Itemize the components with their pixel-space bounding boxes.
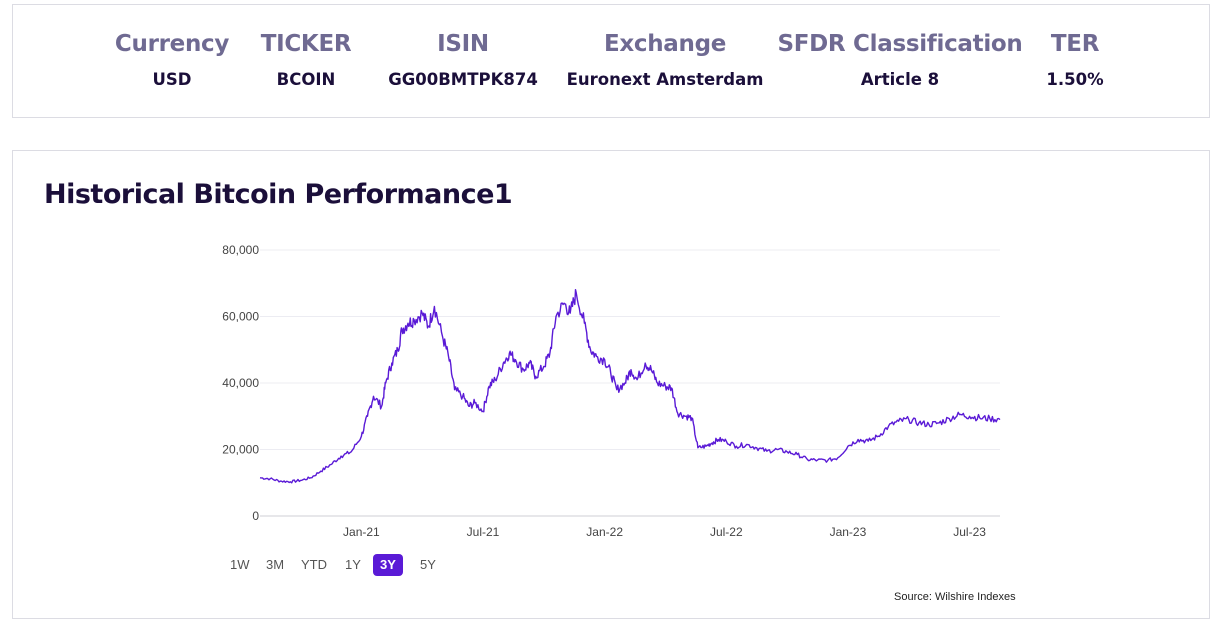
chart-title: Historical Bitcoin Performance1 <box>44 179 513 210</box>
performance-chart: 0 20,000 40,000 60,000 80,000 Jan-21 Jul-21 Jan… <box>222 243 1001 539</box>
info-value-currency: USD <box>152 70 192 89</box>
y-tick-label: 40,000 <box>222 376 259 390</box>
info-label-ticker: TICKER <box>260 31 352 57</box>
y-tick-label: 0 <box>252 509 259 523</box>
series-line-bitcoin <box>259 289 1001 484</box>
info-label-currency: Currency <box>114 31 230 57</box>
info-value-ter: 1.50% <box>1046 70 1104 89</box>
y-tick-label: 60,000 <box>222 310 259 324</box>
x-tick-label: Jan-22 <box>586 525 623 539</box>
range-button-3m[interactable]: 3M <box>266 557 285 572</box>
chart-card: Historical Bitcoin Performance1 0 20,000 4… <box>12 150 1210 619</box>
x-tick-label: Jul-22 <box>710 525 743 539</box>
range-button-1y[interactable]: 1Y <box>345 557 361 572</box>
info-value-isin: GG00BMTPK874 <box>388 70 538 89</box>
x-tick-label: Jul-21 <box>467 525 500 539</box>
range-button-5y[interactable]: 5Y <box>420 557 436 572</box>
info-value-ticker: BCOIN <box>276 70 336 89</box>
info-label-exchange: Exchange <box>603 31 727 57</box>
info-value-exchange: Euronext Amsterdam <box>566 70 764 89</box>
info-label-isin: ISIN <box>437 31 489 57</box>
info-label-ter: TER <box>1050 31 1100 57</box>
range-button-3y[interactable]: 3Y <box>373 554 403 576</box>
chart-source: Source: Wilshire Indexes <box>894 591 1016 603</box>
fund-info-card: Currency USD TICKER BCOIN ISIN GG00BMTPK… <box>12 4 1210 118</box>
range-button-1w[interactable]: 1W <box>230 557 250 572</box>
info-label-sfdr: SFDR Classification <box>777 31 1023 57</box>
x-tick-label: Jul-23 <box>953 525 986 539</box>
y-tick-label: 20,000 <box>222 443 259 457</box>
info-value-sfdr: Article 8 <box>860 70 940 89</box>
range-button-ytd[interactable]: YTD <box>301 557 327 572</box>
y-tick-label: 80,000 <box>222 243 259 257</box>
x-tick-label: Jan-23 <box>830 525 867 539</box>
x-tick-label: Jan-21 <box>343 525 380 539</box>
